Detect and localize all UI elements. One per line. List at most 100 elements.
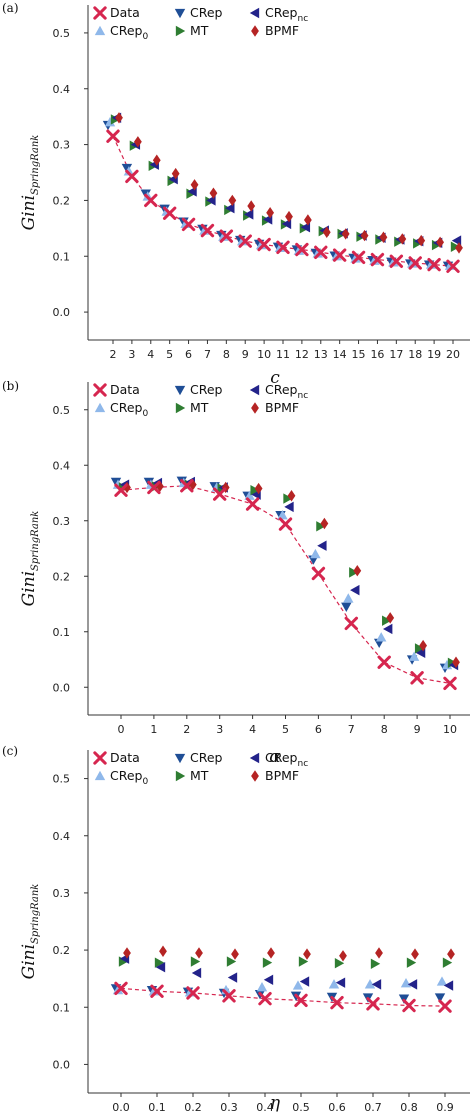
point-bpmf	[436, 236, 445, 249]
y-tick-label: 0.2	[53, 194, 71, 207]
point-crep0	[376, 632, 387, 642]
point-data	[332, 248, 347, 262]
x-tick-label: 4	[147, 348, 154, 361]
y-tick-label: 0.5	[53, 27, 71, 40]
x-tick-label: 8	[223, 348, 230, 361]
point-bpmf	[115, 112, 123, 124]
point-bpmf	[455, 242, 463, 254]
point-data	[366, 997, 380, 1011]
point-bpmf	[287, 490, 296, 502]
point-crepnc	[371, 979, 382, 990]
point-bpmf	[133, 136, 142, 148]
point-bpmf	[303, 214, 312, 226]
point-crep0	[343, 593, 354, 603]
point-bpmf	[379, 231, 388, 243]
x-tick-label: 0.3	[220, 1101, 238, 1114]
point-mt	[406, 957, 417, 968]
legend-marker-crep0	[94, 402, 106, 413]
point-bpmf	[353, 564, 362, 577]
x-tick-label: 0.2	[184, 1101, 202, 1114]
point-crep0	[364, 979, 376, 989]
legend-label-crep0: CRep0	[110, 23, 148, 42]
x-tick-label: 16	[370, 348, 384, 361]
chart-panel: (a) 0.0 0.1 0.2 0.3 0.4 0.5 2 3 4 5 6 7 8 9 10 11 12 13 14 1…	[2, 1, 470, 388]
y-tick-label: 0.1	[53, 626, 71, 639]
point-bpmf	[386, 612, 395, 624]
y-tick-label: 0.0	[53, 1058, 71, 1071]
point-data	[295, 242, 309, 257]
point-data	[144, 193, 158, 208]
point-bpmf	[419, 639, 427, 652]
point-mt	[450, 241, 461, 252]
y-tick-label: 0.0	[53, 306, 71, 319]
x-tick-label: 9	[414, 723, 421, 736]
point-data	[402, 998, 416, 1013]
x-tick-label: 0.5	[292, 1101, 310, 1114]
point-crepnc	[299, 976, 310, 987]
legend-marker-bpmf	[251, 25, 259, 37]
point-mt	[298, 956, 309, 967]
legend-marker-crep	[174, 385, 186, 396]
x-tick-label: 0.4	[256, 1101, 274, 1114]
legend-label-bpmf: BPMF	[265, 768, 299, 783]
point-data	[200, 223, 215, 238]
point-data	[147, 480, 161, 495]
legend-marker-mt	[175, 770, 186, 782]
point-data	[180, 479, 194, 493]
y-tick-label: 0.2	[53, 944, 71, 957]
point-bpmf	[152, 154, 161, 166]
point-bpmf	[190, 179, 199, 191]
point-mt	[250, 485, 260, 496]
point-data	[314, 245, 328, 260]
point-mt	[414, 643, 425, 654]
legend: Data CRep CRepnc CRep0 MT BPMF	[93, 382, 308, 419]
x-axis-title: η	[270, 1093, 281, 1113]
y-tick-label: 0.1	[53, 250, 71, 263]
panel-label: (a)	[2, 1, 19, 15]
y-tick-label: 0.5	[53, 404, 71, 417]
point-crepnc	[284, 501, 294, 513]
legend-marker-crep	[174, 753, 186, 764]
point-crep0	[123, 166, 135, 176]
panel-label: (c)	[2, 744, 18, 758]
point-crep0	[277, 510, 288, 520]
point-mt	[382, 615, 392, 626]
legend-marker-data	[93, 6, 107, 20]
legend-label-data: Data	[110, 382, 140, 397]
x-tick-label: 0.1	[148, 1101, 166, 1114]
point-bpmf	[266, 206, 275, 219]
legend-label-crep0: CRep0	[110, 400, 148, 419]
point-bpmf	[254, 482, 263, 495]
legend-marker-bpmf	[251, 402, 259, 414]
data-trend-line	[120, 987, 446, 1007]
point-crep	[121, 163, 133, 174]
point-bpmf	[322, 226, 331, 238]
point-mt	[370, 958, 381, 970]
point-crepnc	[227, 972, 238, 983]
legend-label-mt: MT	[190, 400, 209, 415]
point-data	[344, 616, 358, 631]
point-crepnc	[317, 540, 327, 551]
legend-label-data: Data	[110, 750, 140, 765]
x-tick-label: 15	[352, 348, 366, 361]
point-mt	[334, 958, 345, 969]
x-tick-label: 17	[389, 348, 403, 361]
y-axis-title: GiniSpringRank	[19, 884, 41, 980]
legend-marker-bpmf	[251, 770, 259, 782]
point-data	[181, 217, 196, 232]
point-bpmf	[452, 656, 460, 668]
legend-label-bpmf: BPMF	[265, 400, 299, 415]
x-tick-label: 18	[408, 348, 422, 361]
legend-label-mt: MT	[190, 768, 209, 783]
point-data	[114, 981, 128, 996]
x-tick-label: 5	[282, 723, 289, 736]
x-tick-label: 6	[185, 348, 192, 361]
point-data	[278, 517, 293, 531]
point-data	[443, 676, 457, 691]
point-mt	[283, 493, 293, 504]
x-axis-title: α	[269, 747, 281, 767]
point-crep0	[388, 257, 399, 267]
x-tick-label: 2	[110, 348, 117, 361]
point-bpmf	[123, 947, 131, 959]
point-crepnc	[191, 967, 202, 979]
